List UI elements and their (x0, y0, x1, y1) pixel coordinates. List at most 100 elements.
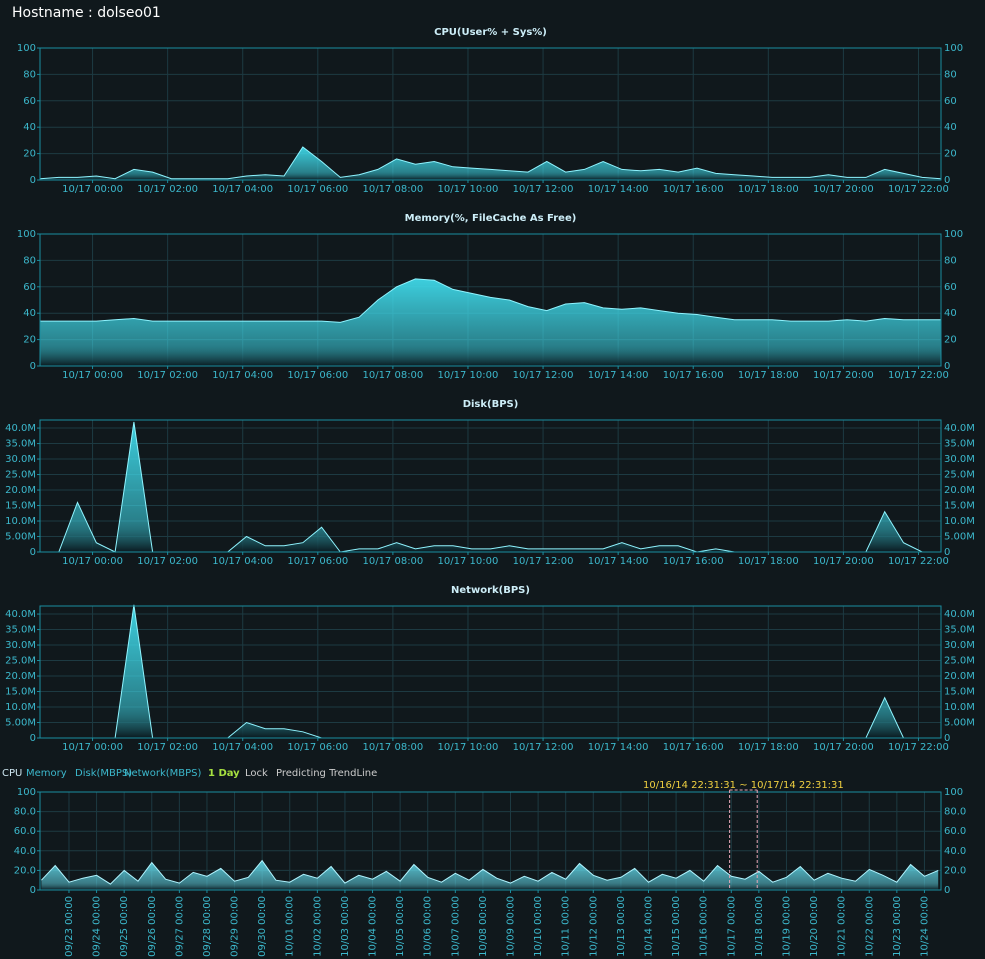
x-tick-label: 09/25 00:00 (119, 896, 130, 957)
y-tick-label-right: 5.00M (944, 532, 975, 543)
x-tick-label: 10/17 12:00 (513, 742, 574, 753)
x-tick-label: 10/01 00:00 (285, 896, 296, 957)
y-tick-label: 35.0M (5, 625, 36, 636)
x-tick-label: 10/17 10:00 (438, 370, 499, 381)
x-tick-label: 10/17 00:00 (62, 742, 123, 753)
x-tick-label: 10/05 00:00 (395, 896, 406, 957)
x-tick-label: 10/15 00:00 (671, 896, 682, 957)
y-tick-label-right: 60 (944, 282, 957, 293)
x-tick-label: 10/24 00:00 (919, 896, 930, 957)
y-tick-label: 20.0 (14, 865, 36, 876)
x-tick-label: 09/26 00:00 (147, 896, 158, 957)
y-tick-label-right: 100 (944, 229, 963, 240)
x-tick-label: 10/04 00:00 (368, 896, 379, 957)
x-tick-label: 10/17 08:00 (362, 370, 423, 381)
y-tick-label-right: 20 (944, 149, 957, 160)
menu-item[interactable]: Predicting TrendLine (276, 768, 377, 779)
y-tick-label: 80 (23, 69, 36, 80)
menu-item[interactable]: Lock (245, 768, 268, 779)
y-tick-label-right: 0 (944, 885, 950, 896)
area-fill (40, 278, 941, 366)
y-tick-label: 0 (30, 547, 36, 558)
x-tick-label: 10/17 06:00 (287, 556, 348, 567)
y-tick-label-right: 80 (944, 69, 957, 80)
x-tick-label: 10/17 14:00 (588, 184, 649, 195)
x-tick-label: 10/17 20:00 (813, 184, 874, 195)
x-tick-label: 10/17 16:00 (663, 556, 724, 567)
x-tick-label: 10/03 00:00 (340, 896, 351, 957)
y-tick-label-right: 80 (944, 255, 957, 266)
menu-item[interactable]: 1 Day (208, 768, 240, 779)
plot-border (39, 791, 942, 891)
y-tick-label: 25.0M (5, 470, 36, 481)
x-tick-label: 10/17 08:00 (362, 184, 423, 195)
x-tick-label: 10/17 04:00 (212, 370, 273, 381)
x-tick-label: 10/10 00:00 (533, 896, 544, 957)
x-tick-label: 10/17 18:00 (738, 742, 799, 753)
y-tick-label: 20.0M (5, 485, 36, 496)
x-tick-label: 10/08 00:00 (478, 896, 489, 957)
x-tick-label: 10/17 10:00 (438, 184, 499, 195)
y-tick-label-right: 100 (944, 787, 963, 798)
x-tick-label: 10/17 00:00 (62, 370, 123, 381)
area-fill (41, 860, 939, 890)
y-tick-label-right: 40.0M (944, 609, 975, 620)
y-tick-label-right: 25.0M (944, 470, 975, 481)
x-tick-label: 10/17 02:00 (137, 370, 198, 381)
y-tick-label-right: 20.0 (944, 865, 966, 876)
x-tick-label: 10/23 00:00 (892, 896, 903, 957)
x-tick-label: 10/17 22:00 (888, 742, 949, 753)
x-tick-label: 10/18 00:00 (754, 896, 765, 957)
x-tick-label: 10/17 04:00 (212, 742, 273, 753)
menu-item[interactable]: CPU (2, 768, 22, 779)
x-tick-label: 09/27 00:00 (174, 896, 185, 957)
y-tick-label-right: 60.0 (944, 826, 966, 837)
y-tick-label-right: 35.0M (944, 439, 975, 450)
x-tick-label: 10/09 00:00 (506, 896, 517, 957)
y-tick-label-right: 20.0M (944, 485, 975, 496)
y-tick-label: 0 (30, 885, 36, 896)
x-tick-label: 10/02 00:00 (312, 896, 323, 957)
y-tick-label: 40.0M (5, 609, 36, 620)
x-tick-label: 09/28 00:00 (202, 896, 213, 957)
x-tick-label: 10/17 12:00 (513, 184, 574, 195)
y-tick-label-right: 40.0M (944, 423, 975, 434)
menu-item[interactable]: Network(MBPS) (124, 768, 202, 779)
x-tick-label: 10/06 00:00 (423, 896, 434, 957)
x-tick-label: 10/17 18:00 (738, 370, 799, 381)
y-tick-label: 40 (23, 122, 36, 133)
plot-border (39, 419, 942, 553)
hostname: Hostname : dolseo01 (12, 5, 161, 21)
x-tick-label: 10/17 22:00 (888, 370, 949, 381)
y-tick-label: 20 (23, 149, 36, 160)
y-tick-label: 30.0M (5, 454, 36, 465)
menu-item[interactable]: Memory (26, 768, 67, 779)
x-tick-label: 10/17 10:00 (438, 556, 499, 567)
y-tick-label-right: 0 (944, 361, 950, 372)
y-tick-label: 25.0M (5, 656, 36, 667)
chart-title: Network(BPS) (451, 585, 530, 596)
x-tick-label: 10/21 00:00 (837, 896, 848, 957)
x-tick-label: 10/17 20:00 (813, 370, 874, 381)
y-tick-label-right: 0 (944, 175, 950, 186)
y-tick-label: 40 (23, 308, 36, 319)
menu-item[interactable]: Disk(MBPS) (75, 768, 132, 779)
y-tick-label-right: 10.0M (944, 516, 975, 527)
x-tick-label: 10/11 00:00 (561, 896, 572, 957)
x-tick-label: 09/30 00:00 (257, 896, 268, 957)
y-tick-label-right: 40.0 (944, 846, 966, 857)
x-tick-label: 10/14 00:00 (643, 896, 654, 957)
x-tick-label: 10/17 22:00 (888, 556, 949, 567)
y-tick-label-right: 15.0M (944, 687, 975, 698)
x-tick-label: 10/17 18:00 (738, 556, 799, 567)
x-tick-label: 10/17 00:00 (62, 184, 123, 195)
y-tick-label-right: 80.0 (944, 807, 966, 818)
x-tick-label: 10/17 08:00 (362, 742, 423, 753)
y-tick-label: 15.0M (5, 687, 36, 698)
area-line (41, 859, 939, 885)
y-tick-label: 5.00M (5, 532, 36, 543)
x-tick-label: 10/17 22:00 (888, 184, 949, 195)
y-tick-label: 60.0 (14, 826, 36, 837)
y-tick-label-right: 35.0M (944, 625, 975, 636)
